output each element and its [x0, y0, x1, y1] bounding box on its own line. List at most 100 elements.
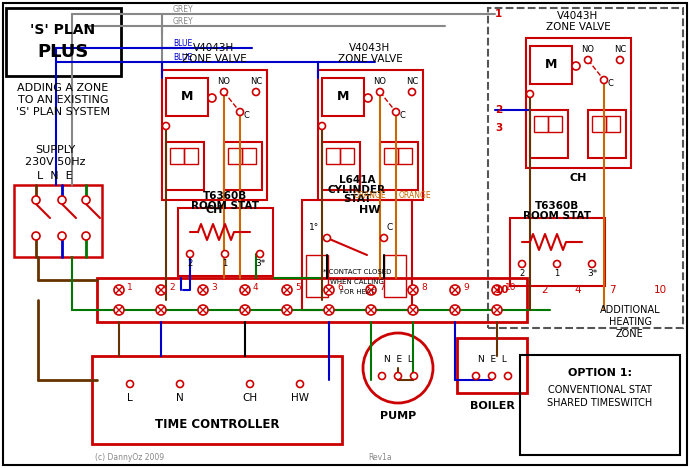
Text: GREY: GREY — [173, 17, 194, 27]
Circle shape — [616, 57, 624, 64]
Text: V4043H: V4043H — [193, 43, 235, 53]
Circle shape — [408, 305, 418, 315]
Text: 5: 5 — [295, 284, 301, 292]
Circle shape — [366, 285, 376, 295]
Bar — [166, 142, 204, 190]
Text: BOILER: BOILER — [470, 401, 515, 411]
Circle shape — [393, 109, 400, 116]
Text: L641A: L641A — [339, 175, 375, 185]
Circle shape — [473, 373, 480, 380]
Circle shape — [58, 196, 66, 204]
Bar — [318, 70, 423, 200]
Circle shape — [257, 250, 264, 257]
Text: ROOM STAT: ROOM STAT — [523, 211, 591, 221]
Text: 3*: 3* — [587, 269, 597, 278]
Bar — [92, 356, 342, 444]
Text: 4: 4 — [253, 284, 259, 292]
Text: 1: 1 — [554, 269, 560, 278]
Text: 'S' PLAN SYSTEM: 'S' PLAN SYSTEM — [16, 107, 110, 117]
Text: Rev1a: Rev1a — [368, 453, 392, 462]
Circle shape — [114, 285, 124, 295]
Text: 7: 7 — [609, 285, 615, 295]
Text: ZONE VALVE: ZONE VALVE — [546, 22, 611, 32]
Text: TIME CONTROLLER: TIME CONTROLLER — [155, 417, 279, 431]
Circle shape — [450, 305, 460, 315]
Circle shape — [240, 285, 250, 295]
Text: NO: NO — [582, 45, 595, 54]
Text: T6360B: T6360B — [203, 191, 247, 201]
Circle shape — [237, 109, 244, 116]
Circle shape — [489, 373, 495, 380]
Text: V4043H: V4043H — [349, 43, 391, 53]
Text: NC: NC — [614, 45, 626, 54]
Bar — [548, 116, 562, 132]
Circle shape — [377, 88, 384, 95]
Circle shape — [408, 88, 415, 95]
Bar — [384, 255, 406, 297]
Bar — [242, 148, 256, 164]
Bar — [488, 8, 683, 328]
Bar — [592, 116, 606, 132]
Text: 8: 8 — [421, 284, 426, 292]
Text: TO AN EXISTING: TO AN EXISTING — [18, 95, 108, 105]
Circle shape — [186, 250, 193, 257]
Circle shape — [408, 285, 418, 295]
Circle shape — [380, 234, 388, 241]
Circle shape — [411, 373, 417, 380]
Text: 2: 2 — [520, 269, 524, 278]
Circle shape — [553, 261, 560, 268]
Text: 230V 50Hz: 230V 50Hz — [25, 157, 86, 167]
Text: N: N — [176, 393, 184, 403]
Text: CH: CH — [206, 205, 223, 215]
Text: * CONTACT CLOSED: * CONTACT CLOSED — [323, 269, 391, 275]
Circle shape — [450, 285, 460, 295]
Text: 2: 2 — [495, 105, 502, 115]
Text: C: C — [607, 80, 613, 88]
Circle shape — [163, 123, 170, 130]
Circle shape — [126, 380, 133, 388]
Text: M: M — [337, 90, 349, 103]
Text: ZONE VALVE: ZONE VALVE — [337, 54, 402, 64]
Bar — [384, 148, 398, 164]
Circle shape — [526, 90, 533, 97]
Bar — [340, 148, 354, 164]
Circle shape — [282, 305, 292, 315]
Circle shape — [156, 305, 166, 315]
Text: 3: 3 — [211, 284, 217, 292]
Circle shape — [156, 285, 166, 295]
Text: FOR HEAT: FOR HEAT — [339, 289, 374, 295]
Bar — [184, 148, 198, 164]
Text: NO: NO — [217, 78, 230, 87]
Bar — [520, 355, 680, 455]
Text: HW: HW — [291, 393, 309, 403]
Circle shape — [32, 232, 40, 240]
Text: 10: 10 — [505, 284, 517, 292]
Circle shape — [363, 333, 433, 403]
Circle shape — [240, 305, 250, 315]
Circle shape — [366, 305, 376, 315]
Text: 1: 1 — [495, 9, 502, 19]
Text: ORANGE: ORANGE — [354, 190, 386, 199]
Circle shape — [379, 373, 386, 380]
Text: 1°: 1° — [309, 224, 319, 233]
Circle shape — [492, 305, 502, 315]
Circle shape — [282, 285, 292, 295]
Text: BLUE: BLUE — [173, 53, 193, 63]
Bar — [457, 338, 527, 393]
Circle shape — [253, 88, 259, 95]
Text: V4043H: V4043H — [558, 11, 599, 21]
Text: SUPPLY: SUPPLY — [35, 145, 75, 155]
Bar — [322, 78, 364, 116]
Text: T6360B: T6360B — [535, 201, 579, 211]
Circle shape — [198, 305, 208, 315]
Bar — [606, 116, 620, 132]
Text: CYLINDER: CYLINDER — [328, 185, 386, 195]
Text: STAT: STAT — [343, 194, 371, 204]
Text: 1: 1 — [222, 258, 228, 268]
Text: L: L — [127, 393, 133, 403]
Text: SHARED TIMESWITCH: SHARED TIMESWITCH — [547, 398, 653, 408]
Text: 3: 3 — [495, 123, 502, 133]
Circle shape — [324, 305, 334, 315]
Circle shape — [246, 380, 253, 388]
Text: 2: 2 — [188, 258, 193, 268]
